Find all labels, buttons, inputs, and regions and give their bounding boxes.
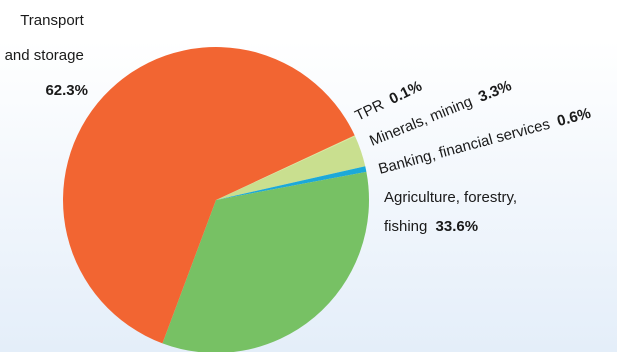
slice-tpr <box>216 135 356 200</box>
label-banking-percent: 0.6% <box>555 105 592 130</box>
pie-slices <box>63 47 369 352</box>
slice-minerals-mining <box>216 136 366 200</box>
label-minerals-percent: 3.3% <box>476 77 514 106</box>
label-agriculture-line1: Agriculture, forestry, <box>384 189 517 206</box>
label-tpr-name: TPR <box>352 96 387 125</box>
label-agriculture-line2: fishing <box>384 218 427 235</box>
slice-agriculture <box>162 171 369 352</box>
label-transport-percent: 62.3% <box>45 82 88 99</box>
label-tpr-percent: 0.1% <box>387 78 425 108</box>
slice-banking-financial <box>216 166 367 200</box>
label-banking-financial: Banking, financial services 0.6% <box>377 105 593 178</box>
label-transport-storage: Transport and storage 62.3% <box>5 12 88 99</box>
label-transport-line2: and storage <box>5 47 84 64</box>
slice-transport-storage <box>63 47 355 344</box>
label-transport-line1: Transport <box>20 12 84 29</box>
label-agriculture-percent: 33.6% <box>436 218 479 235</box>
label-agriculture: Agriculture, forestry, fishing 33.6% <box>384 189 521 235</box>
